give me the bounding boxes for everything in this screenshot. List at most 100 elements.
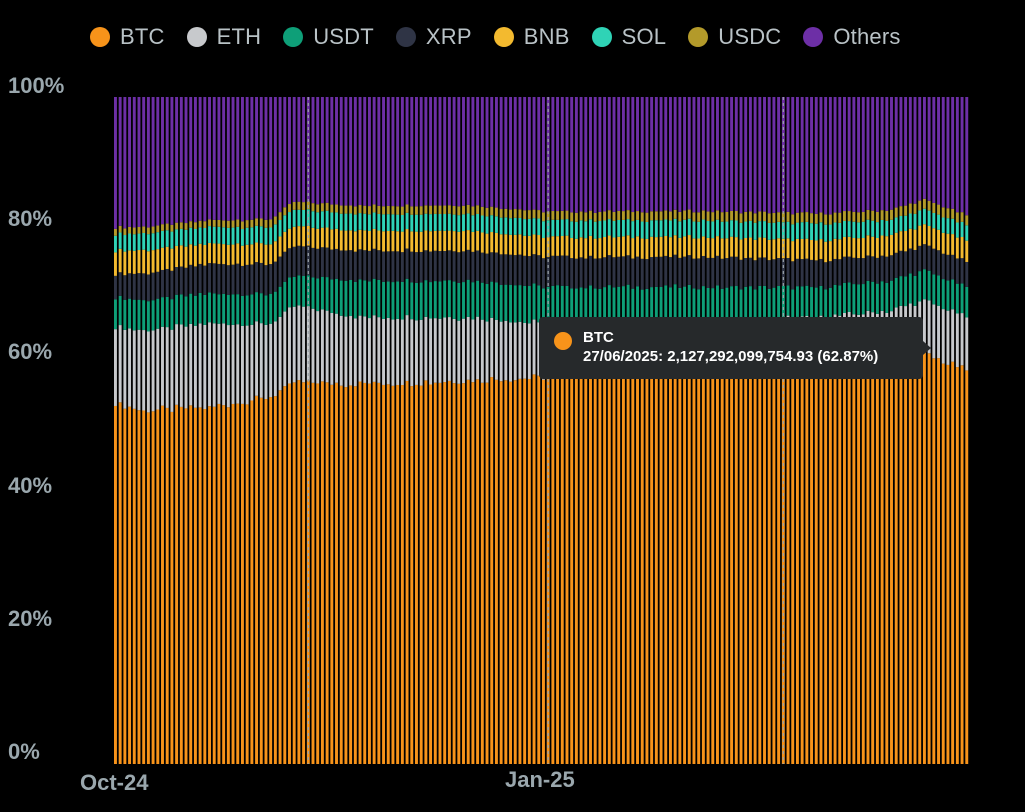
bar-segment-sol[interactable] xyxy=(711,221,715,239)
bar-segment-xrp[interactable] xyxy=(165,268,169,297)
bar-segment-btc[interactable] xyxy=(885,366,889,764)
bar-segment-bnb[interactable] xyxy=(410,231,414,252)
bar-segment-btc[interactable] xyxy=(565,373,569,764)
bar-segment-eth[interactable] xyxy=(504,320,508,381)
bar-segment-xrp[interactable] xyxy=(339,250,343,281)
bar-segment-xrp[interactable] xyxy=(922,244,926,270)
bar-segment-others[interactable] xyxy=(222,97,226,221)
bar-segment-xrp[interactable] xyxy=(419,251,423,283)
bar-segment-sol[interactable] xyxy=(513,217,517,235)
bar-segment-xrp[interactable] xyxy=(683,256,687,287)
bar-segment-btc[interactable] xyxy=(363,382,367,764)
bar-segment-btc[interactable] xyxy=(240,403,244,764)
bar-segment-bnb[interactable] xyxy=(339,230,343,251)
bar-segment-others[interactable] xyxy=(678,97,682,212)
bar-segment-bnb[interactable] xyxy=(283,231,287,252)
bar-segment-btc[interactable] xyxy=(494,379,498,764)
bar-segment-eth[interactable] xyxy=(222,323,226,406)
bar-segment-usdt[interactable] xyxy=(805,285,809,317)
bar-segment-btc[interactable] xyxy=(175,404,179,764)
bar-segment-usdc[interactable] xyxy=(551,211,555,220)
bar-segment-usdc[interactable] xyxy=(899,206,903,216)
bar-segment-xrp[interactable] xyxy=(349,250,353,280)
bar-segment-sol[interactable] xyxy=(659,220,663,237)
bar-segment-others[interactable] xyxy=(269,97,273,220)
bar-segment-others[interactable] xyxy=(513,97,517,210)
bar-segment-sol[interactable] xyxy=(795,222,799,239)
bar-segment-xrp[interactable] xyxy=(932,248,936,275)
bar-segment-usdc[interactable] xyxy=(758,211,762,222)
bar-segment-sol[interactable] xyxy=(203,227,207,245)
bar-segment-xrp[interactable] xyxy=(913,249,917,276)
bar-segment-usdt[interactable] xyxy=(833,284,837,315)
bar-segment-btc[interactable] xyxy=(330,384,334,764)
bar-segment-xrp[interactable] xyxy=(372,248,376,279)
bar-segment-btc[interactable] xyxy=(476,379,480,764)
bar-segment-bnb[interactable] xyxy=(885,236,889,257)
bar-segment-usdt[interactable] xyxy=(734,286,738,318)
bar-segment-btc[interactable] xyxy=(857,368,861,764)
bar-segment-bnb[interactable] xyxy=(400,231,404,253)
bar-segment-bnb[interactable] xyxy=(250,244,254,265)
bar-segment-sol[interactable] xyxy=(598,221,602,239)
bar-segment-eth[interactable] xyxy=(320,309,324,382)
bar-segment-others[interactable] xyxy=(922,97,926,199)
bar-segment-xrp[interactable] xyxy=(584,258,588,289)
bar-segment-usdt[interactable] xyxy=(551,285,555,323)
bar-segment-eth[interactable] xyxy=(927,300,931,354)
bar-segment-others[interactable] xyxy=(767,97,771,214)
bar-segment-others[interactable] xyxy=(165,97,169,224)
bar-segment-bnb[interactable] xyxy=(429,231,433,252)
bar-segment-bnb[interactable] xyxy=(805,238,809,259)
bar-segment-usdt[interactable] xyxy=(363,280,367,317)
bar-segment-others[interactable] xyxy=(932,97,936,203)
bar-segment-others[interactable] xyxy=(297,97,301,202)
bar-segment-usdt[interactable] xyxy=(193,295,197,326)
bar-segment-eth[interactable] xyxy=(339,315,343,386)
bar-segment-bnb[interactable] xyxy=(683,236,687,257)
bar-segment-usdc[interactable] xyxy=(857,212,861,223)
bar-segment-bnb[interactable] xyxy=(231,244,235,265)
bar-segment-btc[interactable] xyxy=(777,368,781,764)
bar-segment-others[interactable] xyxy=(560,97,564,211)
bar-segment-sol[interactable] xyxy=(730,220,734,237)
bar-segment-bnb[interactable] xyxy=(786,238,790,259)
bar-segment-usdc[interactable] xyxy=(607,210,611,220)
bar-segment-sol[interactable] xyxy=(664,219,668,236)
bar-segment-xrp[interactable] xyxy=(899,250,903,277)
bar-segment-usdc[interactable] xyxy=(316,204,320,213)
bar-segment-usdt[interactable] xyxy=(320,276,324,310)
bar-segment-btc[interactable] xyxy=(297,380,301,764)
bar-segment-usdt[interactable] xyxy=(537,285,541,323)
bar-segment-xrp[interactable] xyxy=(320,247,324,277)
bar-segment-others[interactable] xyxy=(692,97,696,213)
bar-segment-usdt[interactable] xyxy=(683,286,687,321)
bar-segment-usdc[interactable] xyxy=(386,205,390,215)
bar-segment-usdt[interactable] xyxy=(142,300,146,331)
bar-segment-others[interactable] xyxy=(344,97,348,206)
bar-segment-sol[interactable] xyxy=(852,221,856,238)
bar-segment-others[interactable] xyxy=(645,97,649,213)
bar-segment-xrp[interactable] xyxy=(927,245,931,271)
bar-segment-sol[interactable] xyxy=(415,214,418,232)
bar-segment-sol[interactable] xyxy=(791,224,795,242)
bar-segment-eth[interactable] xyxy=(457,320,461,384)
bar-segment-sol[interactable] xyxy=(890,219,893,235)
bar-segment-eth[interactable] xyxy=(302,306,306,383)
bar-segment-usdt[interactable] xyxy=(179,294,183,325)
bar-segment-usdt[interactable] xyxy=(330,279,334,313)
bar-segment-btc[interactable] xyxy=(217,403,221,764)
bar-segment-others[interactable] xyxy=(325,97,329,203)
bar-segment-usdt[interactable] xyxy=(302,275,306,307)
bar-segment-usdc[interactable] xyxy=(720,212,724,222)
bar-segment-bnb[interactable] xyxy=(701,236,705,256)
bar-segment-others[interactable] xyxy=(697,97,701,213)
bar-segment-btc[interactable] xyxy=(513,380,517,764)
bar-segment-eth[interactable] xyxy=(349,316,353,386)
bar-segment-btc[interactable] xyxy=(377,382,381,764)
bar-segment-others[interactable] xyxy=(758,97,762,212)
bar-segment-sol[interactable] xyxy=(452,214,456,232)
bar-segment-usdc[interactable] xyxy=(927,200,931,211)
bar-segment-xrp[interactable] xyxy=(748,257,752,287)
bar-segment-xrp[interactable] xyxy=(114,275,117,300)
